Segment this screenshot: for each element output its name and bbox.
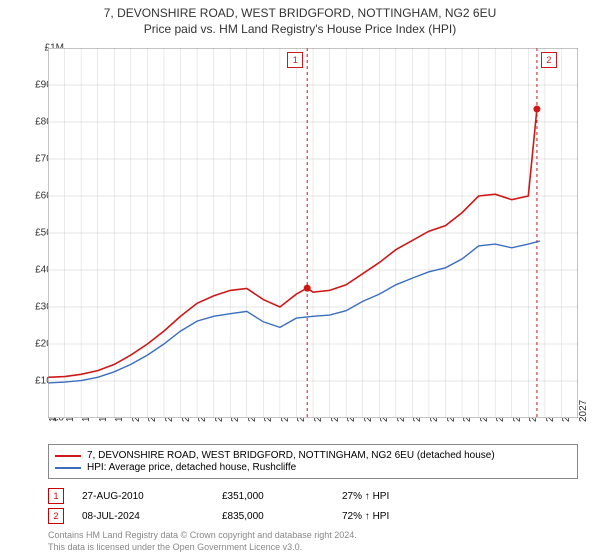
title-address: 7, DEVONSHIRE ROAD, WEST BRIDGFORD, NOTT… <box>0 6 600 20</box>
legend-row-property: 7, DEVONSHIRE ROAD, WEST BRIDGFORD, NOTT… <box>55 450 571 461</box>
title-subtitle: Price paid vs. HM Land Registry's House … <box>0 22 600 36</box>
transaction-row: 1 27-AUG-2010 £351,000 27% ↑ HPI <box>48 488 578 504</box>
transactions-table: 1 27-AUG-2010 £351,000 27% ↑ HPI 2 08-JU… <box>48 484 578 528</box>
footer-line1: Contains HM Land Registry data © Crown c… <box>48 530 357 542</box>
legend-row-hpi: HPI: Average price, detached house, Rush… <box>55 462 571 473</box>
chart-plot <box>48 48 578 418</box>
transaction-date: 27-AUG-2010 <box>82 491 222 502</box>
transaction-row: 2 08-JUL-2024 £835,000 72% ↑ HPI <box>48 508 578 524</box>
transaction-price: £351,000 <box>222 491 342 502</box>
title-block: 7, DEVONSHIRE ROAD, WEST BRIDGFORD, NOTT… <box>0 0 600 36</box>
chart-flag-box: 2 <box>541 52 557 68</box>
transaction-price: £835,000 <box>222 511 342 522</box>
chart-flag-box: 1 <box>287 52 303 68</box>
footer: Contains HM Land Registry data © Crown c… <box>48 530 357 553</box>
transaction-flag: 1 <box>48 488 64 504</box>
chart-container: 7, DEVONSHIRE ROAD, WEST BRIDGFORD, NOTT… <box>0 0 600 560</box>
legend-swatch-hpi <box>55 467 81 469</box>
legend-label-hpi: HPI: Average price, detached house, Rush… <box>87 462 296 473</box>
x-tick-label: 2027 <box>578 400 589 422</box>
transaction-pct: 72% ↑ HPI <box>342 511 482 522</box>
legend-swatch-property <box>55 455 81 457</box>
legend: 7, DEVONSHIRE ROAD, WEST BRIDGFORD, NOTT… <box>48 444 578 479</box>
transaction-date: 08-JUL-2024 <box>82 511 222 522</box>
footer-line2: This data is licensed under the Open Gov… <box>48 542 357 554</box>
transaction-flag: 2 <box>48 508 64 524</box>
transaction-pct: 27% ↑ HPI <box>342 491 482 502</box>
legend-label-property: 7, DEVONSHIRE ROAD, WEST BRIDGFORD, NOTT… <box>87 450 495 461</box>
